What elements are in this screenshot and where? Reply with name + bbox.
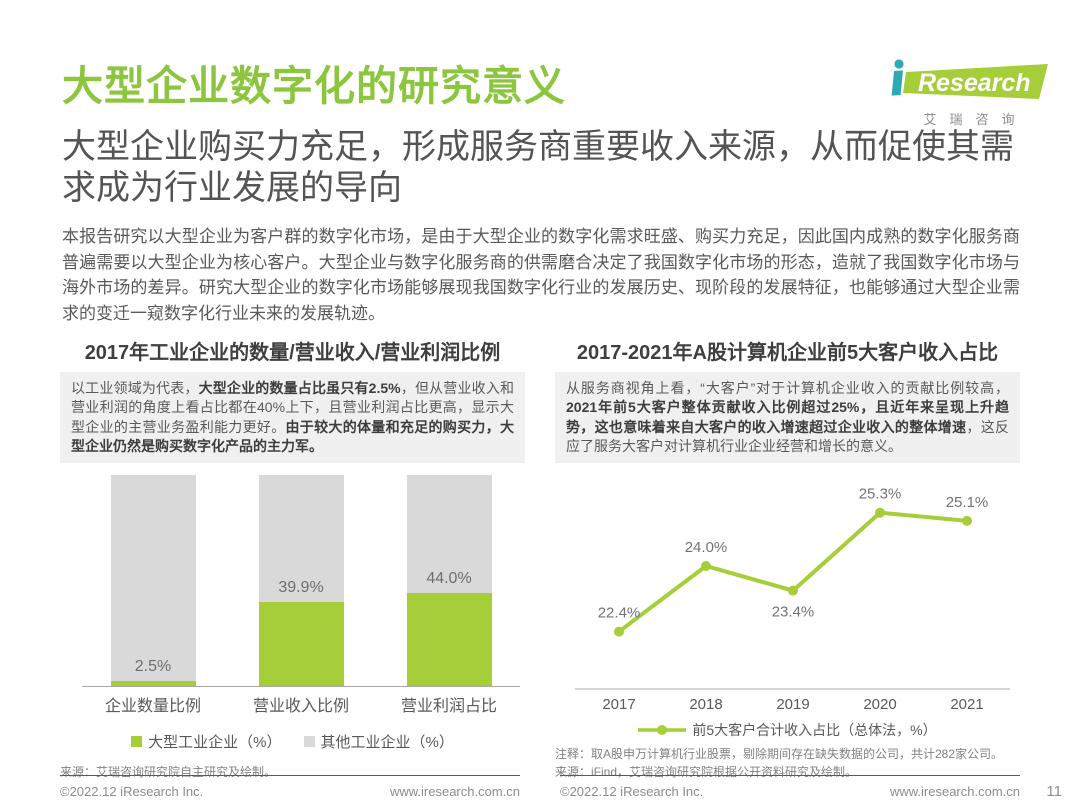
legend-line-marker-icon (638, 725, 687, 736)
line-chart-plot: 22.4% 2017 24.0% 2018 23.4% 2019 25.3% 2020 25.1… (575, 486, 1010, 713)
bar-column: 39.9% (233, 475, 369, 687)
footer-left: ©2022.12 iResearch Inc. www.iresearch.co… (60, 775, 520, 799)
data-point-label: 25.1% (946, 494, 989, 511)
summary-text-segment: 大型企业的数量占比虽只有2.5% (198, 380, 401, 396)
right-annotation-note: 注释：取A股申万计算机行业股票，剔除期间存在缺失数据的公司，共计282家公司。 (555, 747, 1004, 762)
x-tick-label: 2018 (689, 696, 722, 713)
logo-brand-text: Research (918, 69, 1031, 97)
line-chart-legend: 前5大客户合计收入占比（总体法，%） (555, 720, 1020, 740)
data-point-marker (875, 507, 885, 518)
data-point-label: 22.4% (598, 605, 641, 622)
bar-column: 2.5% (85, 475, 221, 687)
chart-columns: 2017年工业企业的数量/营业收入/营业利润比例 以工业领域为代表，大型企业的数… (60, 336, 1020, 781)
x-tick-label: 2019 (776, 696, 809, 713)
page-subtitle: 大型企业购买力充足，形成服务商重要收入来源，从而促使其需求成为行业发展的导向 (62, 128, 1014, 207)
data-point-marker (962, 516, 972, 527)
right-summary-box: 从服务商视角上看，“大客户”对于计算机企业收入的贡献比例较高， 2021年前5大客… (555, 372, 1020, 464)
legend-swatch-icon (131, 736, 143, 748)
data-point-marker (788, 585, 798, 596)
summary-text-segment: ，但从营业收入和营业利润的角度上看占比都在40%上下，且营业利润占比更高，显示大… (71, 380, 514, 435)
left-chart-section: 2017年工业企业的数量/营业收入/营业利润比例 以工业领域为代表，大型企业的数… (60, 336, 525, 781)
bar-other-segment: 2.5% (110, 475, 196, 687)
footer-right: ©2022.12 iResearch Inc. www.iresearch.co… (560, 775, 1020, 799)
summary-text-segment: 从服务商视角上看，“大客户”对于计算机企业收入的贡献比例较高， (566, 380, 1009, 396)
iresearch-logo-icon: Research (891, 59, 1048, 99)
page-number: 11 (1046, 783, 1062, 800)
left-summary-box: 以工业领域为代表，大型企业的数量占比虽只有2.5%，但从营业收入和营业利润的角度… (60, 372, 525, 464)
footer-left-copyright: ©2022.12 iResearch Inc. (60, 784, 204, 799)
data-point-marker (614, 626, 624, 637)
intro-paragraph: 本报告研究以大型企业为客户群的数字化市场，是由于大型企业的数字化需求旺盛、购买力… (62, 227, 1020, 323)
line-chart: 22.4% 2017 24.0% 2018 23.4% 2019 25.3% 2020 25.1… (555, 467, 1020, 718)
legend-item: 大型工业企业（%） (131, 731, 282, 752)
right-chart-section: 2017-2021年A股计算机企业前5大客户收入占比 从服务商视角上看，“大客户… (555, 336, 1020, 781)
bar-column: 44.0% (381, 475, 517, 687)
bar-value-label: 39.9% (278, 579, 324, 597)
bar-category-label: 企业数量比例 (104, 698, 201, 716)
x-tick-label: 2017 (602, 696, 635, 713)
summary-text-segment: ，这反应了服务大客户对计算机行业企业经营和增长的意义。 (566, 418, 1010, 454)
left-chart-title: 2017年工业企业的数量/营业收入/营业利润比例 (84, 342, 501, 364)
x-tick-label: 2021 (950, 696, 983, 713)
bar-other-segment: 39.9% (258, 475, 344, 687)
logo-caption: 艾瑞咨询 (923, 112, 1028, 127)
data-point-label: 24.0% (685, 539, 728, 556)
legend-item: 其他工业企业（%） (303, 731, 454, 752)
footer-left-url: www.iresearch.com.cn (389, 784, 520, 799)
footer-right-url: www.iresearch.com.cn (889, 784, 1020, 799)
x-tick-label: 2020 (863, 696, 896, 713)
bar-chart-legend: 大型工业企业（%） 其他工业企业（%） (60, 731, 525, 752)
bar-value-label: 2.5% (134, 657, 172, 675)
data-point-marker (701, 561, 711, 572)
line-legend-label: 前5大客户合计收入占比（总体法，%） (692, 722, 937, 739)
bar-large-enterprise-segment (258, 602, 344, 687)
bar-chart-categories: 企业数量比例 营业收入比例 营业利润占比 (82, 692, 520, 716)
bar-category-label: 营业利润占比 (400, 698, 497, 716)
legend-swatch-icon (303, 736, 315, 748)
right-chart-title: 2017-2021年A股计算机企业前5大客户收入占比 (576, 342, 999, 364)
bar-chart: 2.5% 39.9% 44.0% (82, 475, 520, 688)
bar-large-enterprise-segment (406, 593, 492, 687)
footer-right-copyright: ©2022.12 iResearch Inc. (560, 784, 704, 799)
bar-large-enterprise-segment (110, 680, 196, 687)
legend-label: 大型工业企业（%） (148, 734, 282, 752)
summary-text-segment: 以工业领域为代表， (71, 380, 199, 396)
bar-category-label: 营业收入比例 (252, 698, 349, 716)
iresearch-logo: Research 艾瑞咨询 (888, 52, 1050, 128)
page-title: 大型企业数字化的研究意义 (62, 63, 566, 109)
data-point-label: 25.3% (859, 486, 902, 503)
bar-other-segment: 44.0% (406, 475, 492, 687)
summary-text-segment: 由于较大的体量和充足的购买力，大型企业仍然是购买数字化产品的主力军。 (71, 418, 514, 454)
summary-text-segment: 2021年前5大客户整体贡献收入比例超过25%，且近年来呈现上升趋势，这也意味着… (566, 399, 1009, 435)
data-point-label: 23.4% (772, 604, 815, 621)
bar-value-label: 44.0% (426, 570, 472, 588)
legend-label: 其他工业企业（%） (320, 734, 454, 752)
